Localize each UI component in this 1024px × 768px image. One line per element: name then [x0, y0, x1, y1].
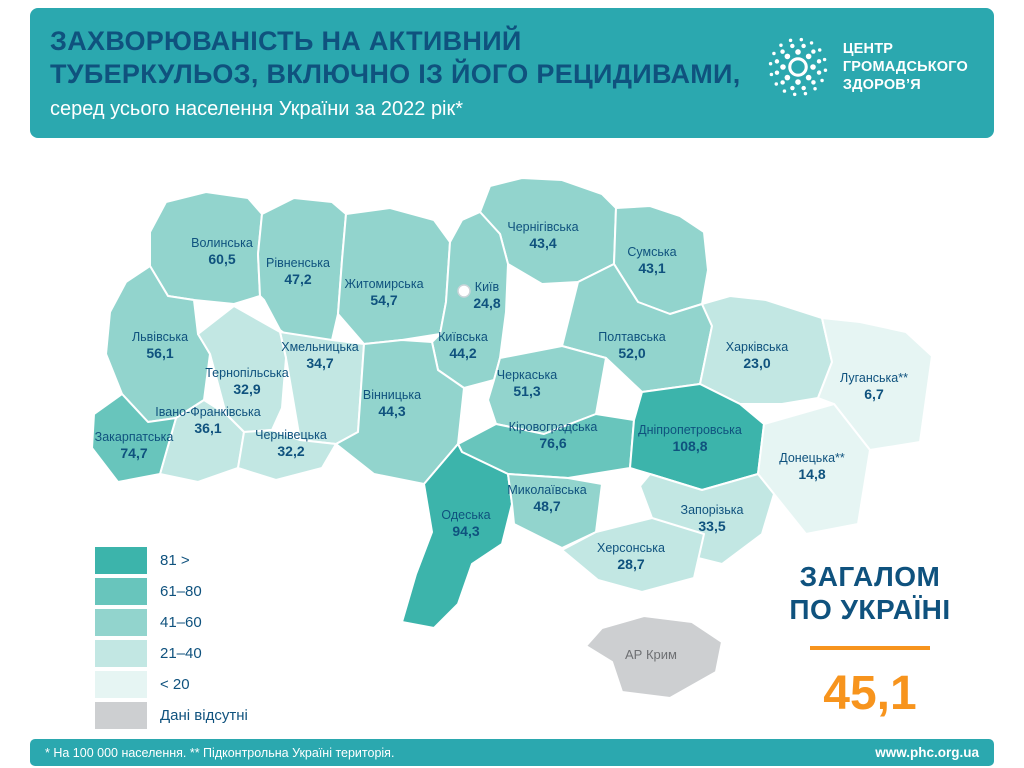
legend-label-21-40: 21–40 [160, 645, 202, 662]
region-khmelnytskyi-name: Хмельницька [281, 340, 359, 354]
region-rivne-value: 47,2 [284, 271, 311, 287]
region-luhansk-value: 6,7 [864, 386, 884, 402]
region-zakarpattia-value: 74,7 [120, 445, 147, 461]
region-khmelnytskyi-value: 34,7 [306, 355, 333, 371]
legend-item-41-60: 41–60 [95, 609, 248, 636]
total-value: 45,1 [823, 667, 917, 720]
legend-label-41-60: 41–60 [160, 614, 202, 631]
region-vinnytsia-value: 44,3 [378, 403, 405, 419]
legend-item-no-data: Дані відсутні [95, 702, 248, 729]
region-donetsk-name: Донецька** [779, 451, 845, 465]
phc-sunburst-icon [768, 37, 828, 97]
region-rivne-name: Рівненська [266, 256, 330, 270]
region-dnipro-name: Дніпропетровська [638, 423, 742, 437]
legend-label-61-80: 61–80 [160, 583, 202, 600]
region-ivano-frankivsk-value: 36,1 [194, 420, 221, 436]
total-label-line1: ЗАГАЛОМ [799, 561, 941, 592]
region-kherson [561, 517, 705, 593]
region-odesa-name: Одеська [441, 508, 490, 522]
legend-swatch-61-80 [95, 578, 147, 605]
subtitle: серед усього населення України за 2022 р… [50, 98, 464, 120]
region-kherson-value: 28,7 [617, 556, 644, 572]
region-kyiv-oblast-value: 44,2 [449, 345, 476, 361]
region-poltava-name: Полтавська [598, 330, 665, 344]
legend-item-lt20: < 20 [95, 671, 248, 698]
region-crimea [585, 615, 723, 699]
region-dnipro-value: 108,8 [672, 438, 707, 454]
region-odesa-value: 94,3 [452, 523, 479, 539]
region-sumy-value: 43,1 [638, 260, 665, 276]
region-donetsk-value: 14,8 [798, 466, 825, 482]
kyiv-city-marker [457, 284, 471, 298]
legend-swatch-41-60 [95, 609, 147, 636]
region-zhytomyr-name: Житомирська [344, 277, 423, 291]
region-crimea-name: АР Крим [625, 647, 677, 662]
region-ternopil-value: 32,9 [233, 381, 260, 397]
legend-swatch-21-40 [95, 640, 147, 667]
map-legend: 81 > 61–80 41–60 21–40 < 20 Дані відсутні [95, 547, 248, 733]
region-zaporizhzhia-value: 33,5 [698, 518, 725, 534]
region-sumy-name: Сумська [627, 245, 676, 259]
phc-logo: ЦЕНТР ГРОМАДСЬКОГО ЗДОРОВ’Я [767, 36, 968, 98]
total-divider [810, 646, 930, 650]
region-volyn-value: 60,5 [208, 251, 235, 267]
region-chernihiv-name: Чернігівська [507, 220, 578, 234]
region-poltava-value: 52,0 [618, 345, 645, 361]
region-kharkiv-name: Харківська [726, 340, 788, 354]
legend-label-no-data: Дані відсутні [160, 707, 248, 724]
total-block: ЗАГАЛОМ ПО УКРАЇНІ 45,1 [748, 560, 992, 721]
region-kirovohrad-name: Кіровоградська [509, 420, 598, 434]
legend-label-81plus: 81 > [160, 552, 190, 569]
legend-label-lt20: < 20 [160, 676, 190, 693]
region-cherkasy-value: 51,3 [513, 383, 540, 399]
legend-swatch-no-data [95, 702, 147, 729]
region-volyn-name: Волинська [191, 236, 253, 250]
region-lviv-value: 56,1 [146, 345, 173, 361]
legend-item-61-80: 61–80 [95, 578, 248, 605]
title-line2: ТУБЕРКУЛЬОЗ, ВКЛЮЧНО ІЗ ЙОГО РЕЦИДИВАМИ, [50, 59, 741, 89]
region-kyiv-city-name: Київ [475, 280, 500, 294]
region-ternopil-name: Тернопільська [205, 366, 289, 380]
region-chernivtsi-value: 32,2 [277, 443, 304, 459]
footnote: * На 100 000 населення. ** Підконтрольна… [45, 745, 395, 760]
total-label-line2: ПО УКРАЇНІ [789, 594, 951, 625]
region-kyiv-city-value: 24,8 [473, 295, 500, 311]
region-zhytomyr [337, 207, 451, 345]
region-zakarpattia [91, 393, 177, 483]
region-lviv-name: Львівська [132, 330, 188, 344]
region-ivano-frankivsk-name: Івано-Франківська [155, 405, 261, 419]
region-cherkasy-name: Черкаська [497, 368, 557, 382]
region-kirovohrad-value: 76,6 [539, 435, 566, 451]
legend-item-21-40: 21–40 [95, 640, 248, 667]
region-luhansk-name: Луганська** [840, 371, 908, 385]
region-chernihiv-value: 43,4 [529, 235, 556, 251]
region-kyiv-oblast-name: Київська [438, 330, 488, 344]
phc-logo-text: ЦЕНТР ГРОМАДСЬКОГО ЗДОРОВ’Я [842, 41, 968, 93]
website-link[interactable]: www.phc.org.ua [875, 745, 979, 760]
legend-swatch-lt20 [95, 671, 147, 698]
region-chernivtsi [237, 429, 337, 481]
region-luhansk [817, 317, 933, 451]
footer-bar: * На 100 000 населення. ** Підконтрольна… [30, 739, 994, 766]
region-odesa [401, 443, 513, 629]
region-mykolaiv-value: 48,7 [533, 498, 560, 514]
region-kharkiv-value: 23,0 [743, 355, 770, 371]
legend-swatch-81plus [95, 547, 147, 574]
region-kherson-name: Херсонська [597, 541, 665, 555]
region-mykolaiv-name: Миколаївська [507, 483, 586, 497]
page-title: ЗАХВОРЮВАНІСТЬ НА АКТИВНИЙ ТУБЕРКУЛЬОЗ, … [50, 25, 966, 121]
region-zhytomyr-value: 54,7 [370, 292, 397, 308]
region-zaporizhzhia-name: Запорізька [681, 503, 744, 517]
title-line1: ЗАХВОРЮВАНІСТЬ НА АКТИВНИЙ [50, 26, 522, 56]
header: ЗАХВОРЮВАНІСТЬ НА АКТИВНИЙ ТУБЕРКУЛЬОЗ, … [30, 8, 994, 138]
region-vinnytsia-name: Вінницька [363, 388, 421, 402]
region-chernivtsi-name: Чернівецька [255, 428, 327, 442]
legend-item-81plus: 81 > [95, 547, 248, 574]
region-zakarpattia-name: Закарпатська [95, 430, 174, 444]
